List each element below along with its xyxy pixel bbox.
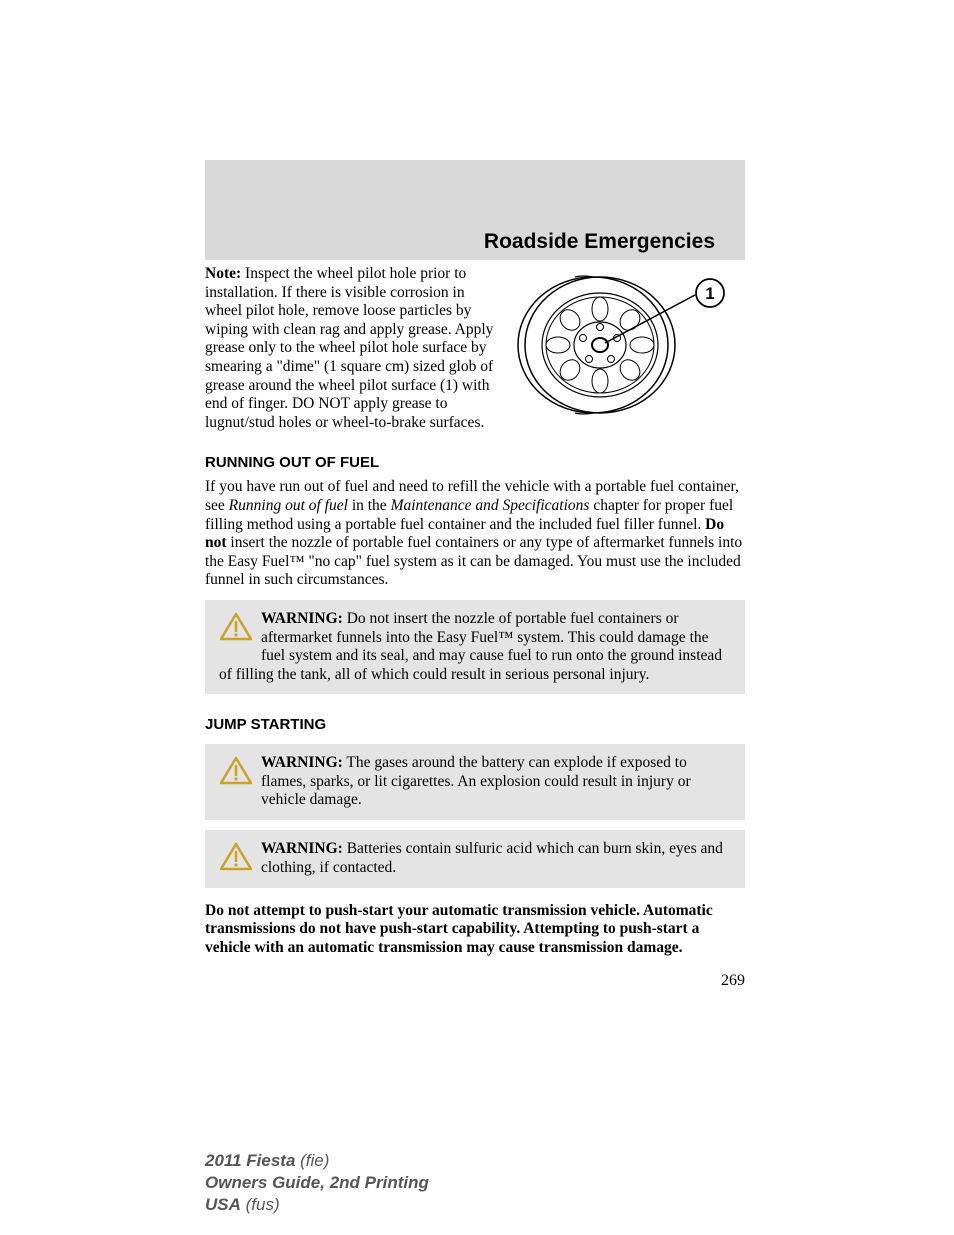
page-footer: 2011 Fiesta (fie) Owners Guide, 2nd Prin…	[205, 1150, 429, 1216]
fuel-text-4: insert the nozzle of portable fuel conta…	[205, 534, 742, 588]
warning-label-2: WARNING:	[261, 754, 343, 771]
warning-icon	[219, 612, 253, 648]
footer-line-3: USA (fus)	[205, 1194, 429, 1216]
push-start-warning: Do not attempt to push-start your automa…	[205, 902, 745, 958]
note-label: Note:	[205, 265, 241, 282]
fuel-paragraph: If you have run out of fuel and need to …	[205, 478, 745, 590]
fuel-heading: RUNNING OUT OF FUEL	[205, 454, 745, 472]
note-paragraph: Note: Inspect the wheel pilot hole prior…	[205, 265, 495, 432]
fuel-text-2: in the	[348, 497, 391, 514]
warning-box-3: WARNING: Batteries contain sulfuric acid…	[205, 830, 745, 888]
warning-label-1: WARNING:	[261, 610, 343, 627]
warning-box-2: WARNING: The gases around the battery ca…	[205, 744, 745, 820]
warning-label-3: WARNING:	[261, 840, 343, 857]
warning-box-1: WARNING: Do not insert the nozzle of por…	[205, 600, 745, 694]
page-content: Note: Inspect the wheel pilot hole prior…	[205, 265, 745, 991]
callout-label: 1	[705, 284, 714, 303]
footer-model: 2011 Fiesta	[205, 1151, 295, 1170]
fuel-italic-2: Maintenance and Specifications	[391, 497, 590, 514]
warning-icon	[219, 842, 253, 878]
warning-icon	[219, 756, 253, 792]
footer-region: USA	[205, 1195, 241, 1214]
page-title: Roadside Emergencies	[484, 230, 715, 254]
footer-code-2: (fus)	[241, 1195, 280, 1214]
footer-line-1: 2011 Fiesta (fie)	[205, 1150, 429, 1172]
header-bar: Roadside Emergencies	[205, 160, 745, 260]
fuel-italic-1: Running out of fuel	[229, 497, 348, 514]
jump-heading: JUMP STARTING	[205, 716, 745, 734]
footer-code-1: (fie)	[295, 1151, 329, 1170]
note-text: Inspect the wheel pilot hole prior to in…	[205, 265, 493, 431]
wheel-diagram: 1	[505, 265, 735, 425]
footer-line-2: Owners Guide, 2nd Printing	[205, 1172, 429, 1194]
page-number: 269	[205, 971, 745, 990]
